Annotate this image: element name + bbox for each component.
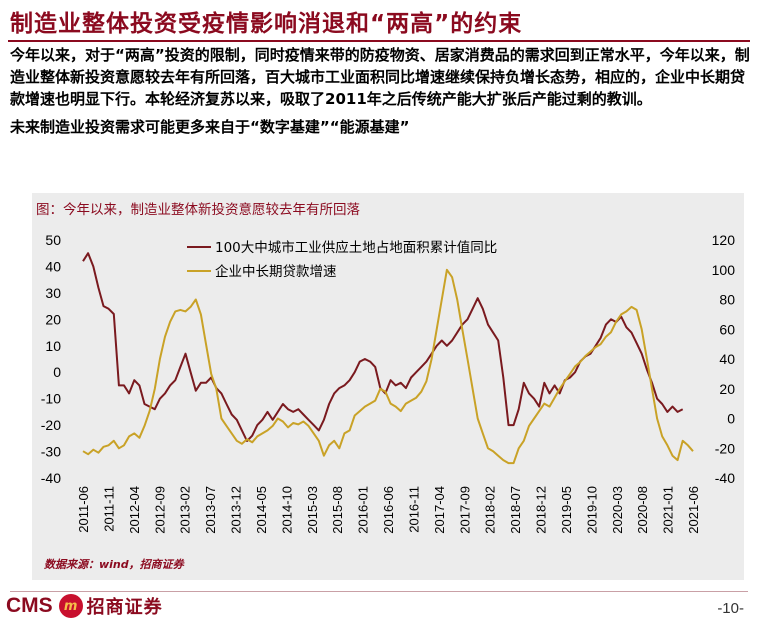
y-right-tick-label: 0 [727, 411, 735, 427]
x-tick-label: 2014-10 [279, 486, 294, 534]
y-right-tick-label: 80 [719, 292, 735, 308]
footer-divider [10, 591, 748, 592]
x-tick-label: 2011-06 [76, 486, 91, 533]
y-right-tick-label: 20 [719, 381, 735, 397]
legend-label: 100大中城市工业供应土地占地面积累计值同比 [215, 239, 497, 256]
x-tick-label: 2020-08 [635, 486, 650, 534]
x-tick-label: 2013-07 [203, 486, 218, 534]
y-left-tick-label: 40 [45, 258, 61, 274]
x-tick-label: 2016-11 [406, 486, 421, 533]
y-left-tick-label: -30 [41, 444, 61, 460]
x-tick-label: 2014-05 [254, 486, 269, 534]
x-tick-label: 2020-03 [610, 486, 625, 534]
title-divider [8, 40, 750, 42]
company-logo: CMS m 招商证券 [6, 593, 163, 619]
y-left-tick-label: 0 [53, 364, 61, 380]
x-tick-label: 2016-06 [381, 486, 396, 534]
chart-title: 图：今年以来，制造业整体新投资意愿较去年有所回落 [36, 202, 360, 218]
x-tick-label: 2015-03 [305, 486, 320, 534]
data-source: 数据来源：wind，招商证券 [44, 558, 184, 571]
logo-company-name: 招商证券 [86, 597, 163, 618]
x-tick-label: 2019-10 [584, 486, 599, 534]
x-tick-label: 2021-01 [661, 486, 676, 534]
y-left-tick-label: 30 [45, 285, 61, 301]
y-right-tick-label: 100 [712, 262, 736, 278]
y-left-tick-label: -10 [41, 391, 61, 407]
x-tick-label: 2018-02 [483, 486, 498, 534]
y-right-tick-label: 60 [719, 321, 735, 337]
legend-label: 企业中长期贷款增速 [215, 263, 337, 280]
x-tick-label: 2021-06 [686, 486, 701, 534]
y-right-tick-label: -40 [715, 470, 735, 486]
series-line-land-supply [82, 252, 684, 442]
paragraph-1: 今年以来，对于“两高”投资的限制，同时疫情来带的防疫物资、居家消费品的需求回到正… [10, 46, 750, 108]
x-tick-label: 2012-09 [152, 486, 167, 534]
x-tick-label: 2011-11 [101, 486, 116, 532]
x-tick-label: 2015-08 [330, 486, 345, 534]
logo-emblem-icon: m [58, 594, 83, 618]
x-tick-label: 2013-02 [178, 486, 193, 534]
x-tick-label: 2018-07 [508, 486, 523, 534]
logo-cms-text: CMS [6, 594, 53, 617]
x-tick-label: 2016-01 [356, 486, 371, 534]
x-tick-label: 2017-04 [432, 486, 447, 534]
y-right-tick-label: -20 [715, 440, 735, 456]
y-left-tick-label: 50 [45, 232, 61, 248]
y-left-tick-label: -20 [41, 417, 61, 433]
y-right-tick-label: 40 [719, 351, 735, 367]
x-tick-label: 2012-04 [127, 486, 142, 534]
x-tick-label: 2018-12 [534, 486, 549, 534]
x-tick-label: 2019-05 [559, 486, 574, 534]
x-tick-label: 2017-09 [457, 486, 472, 534]
y-left-tick-label: 20 [45, 311, 61, 327]
series-line-loan-growth [82, 268, 694, 465]
y-left-tick-label: -40 [41, 470, 61, 486]
page-number: -10- [717, 600, 744, 617]
x-tick-label: 2013-12 [229, 486, 244, 534]
y-left-tick-label: 10 [45, 338, 61, 354]
body-text: 今年以来，对于“两高”投资的限制，同时疫情来带的防疫物资、居家消费品的需求回到正… [10, 44, 750, 138]
paragraph-2: 未来制造业投资需求可能更多来自于“数字基建”“能源基建” [10, 118, 410, 136]
page-title: 制造业整体投资受疫情影响消退和“两高”的约束 [10, 11, 523, 37]
y-right-tick-label: 120 [712, 232, 736, 248]
